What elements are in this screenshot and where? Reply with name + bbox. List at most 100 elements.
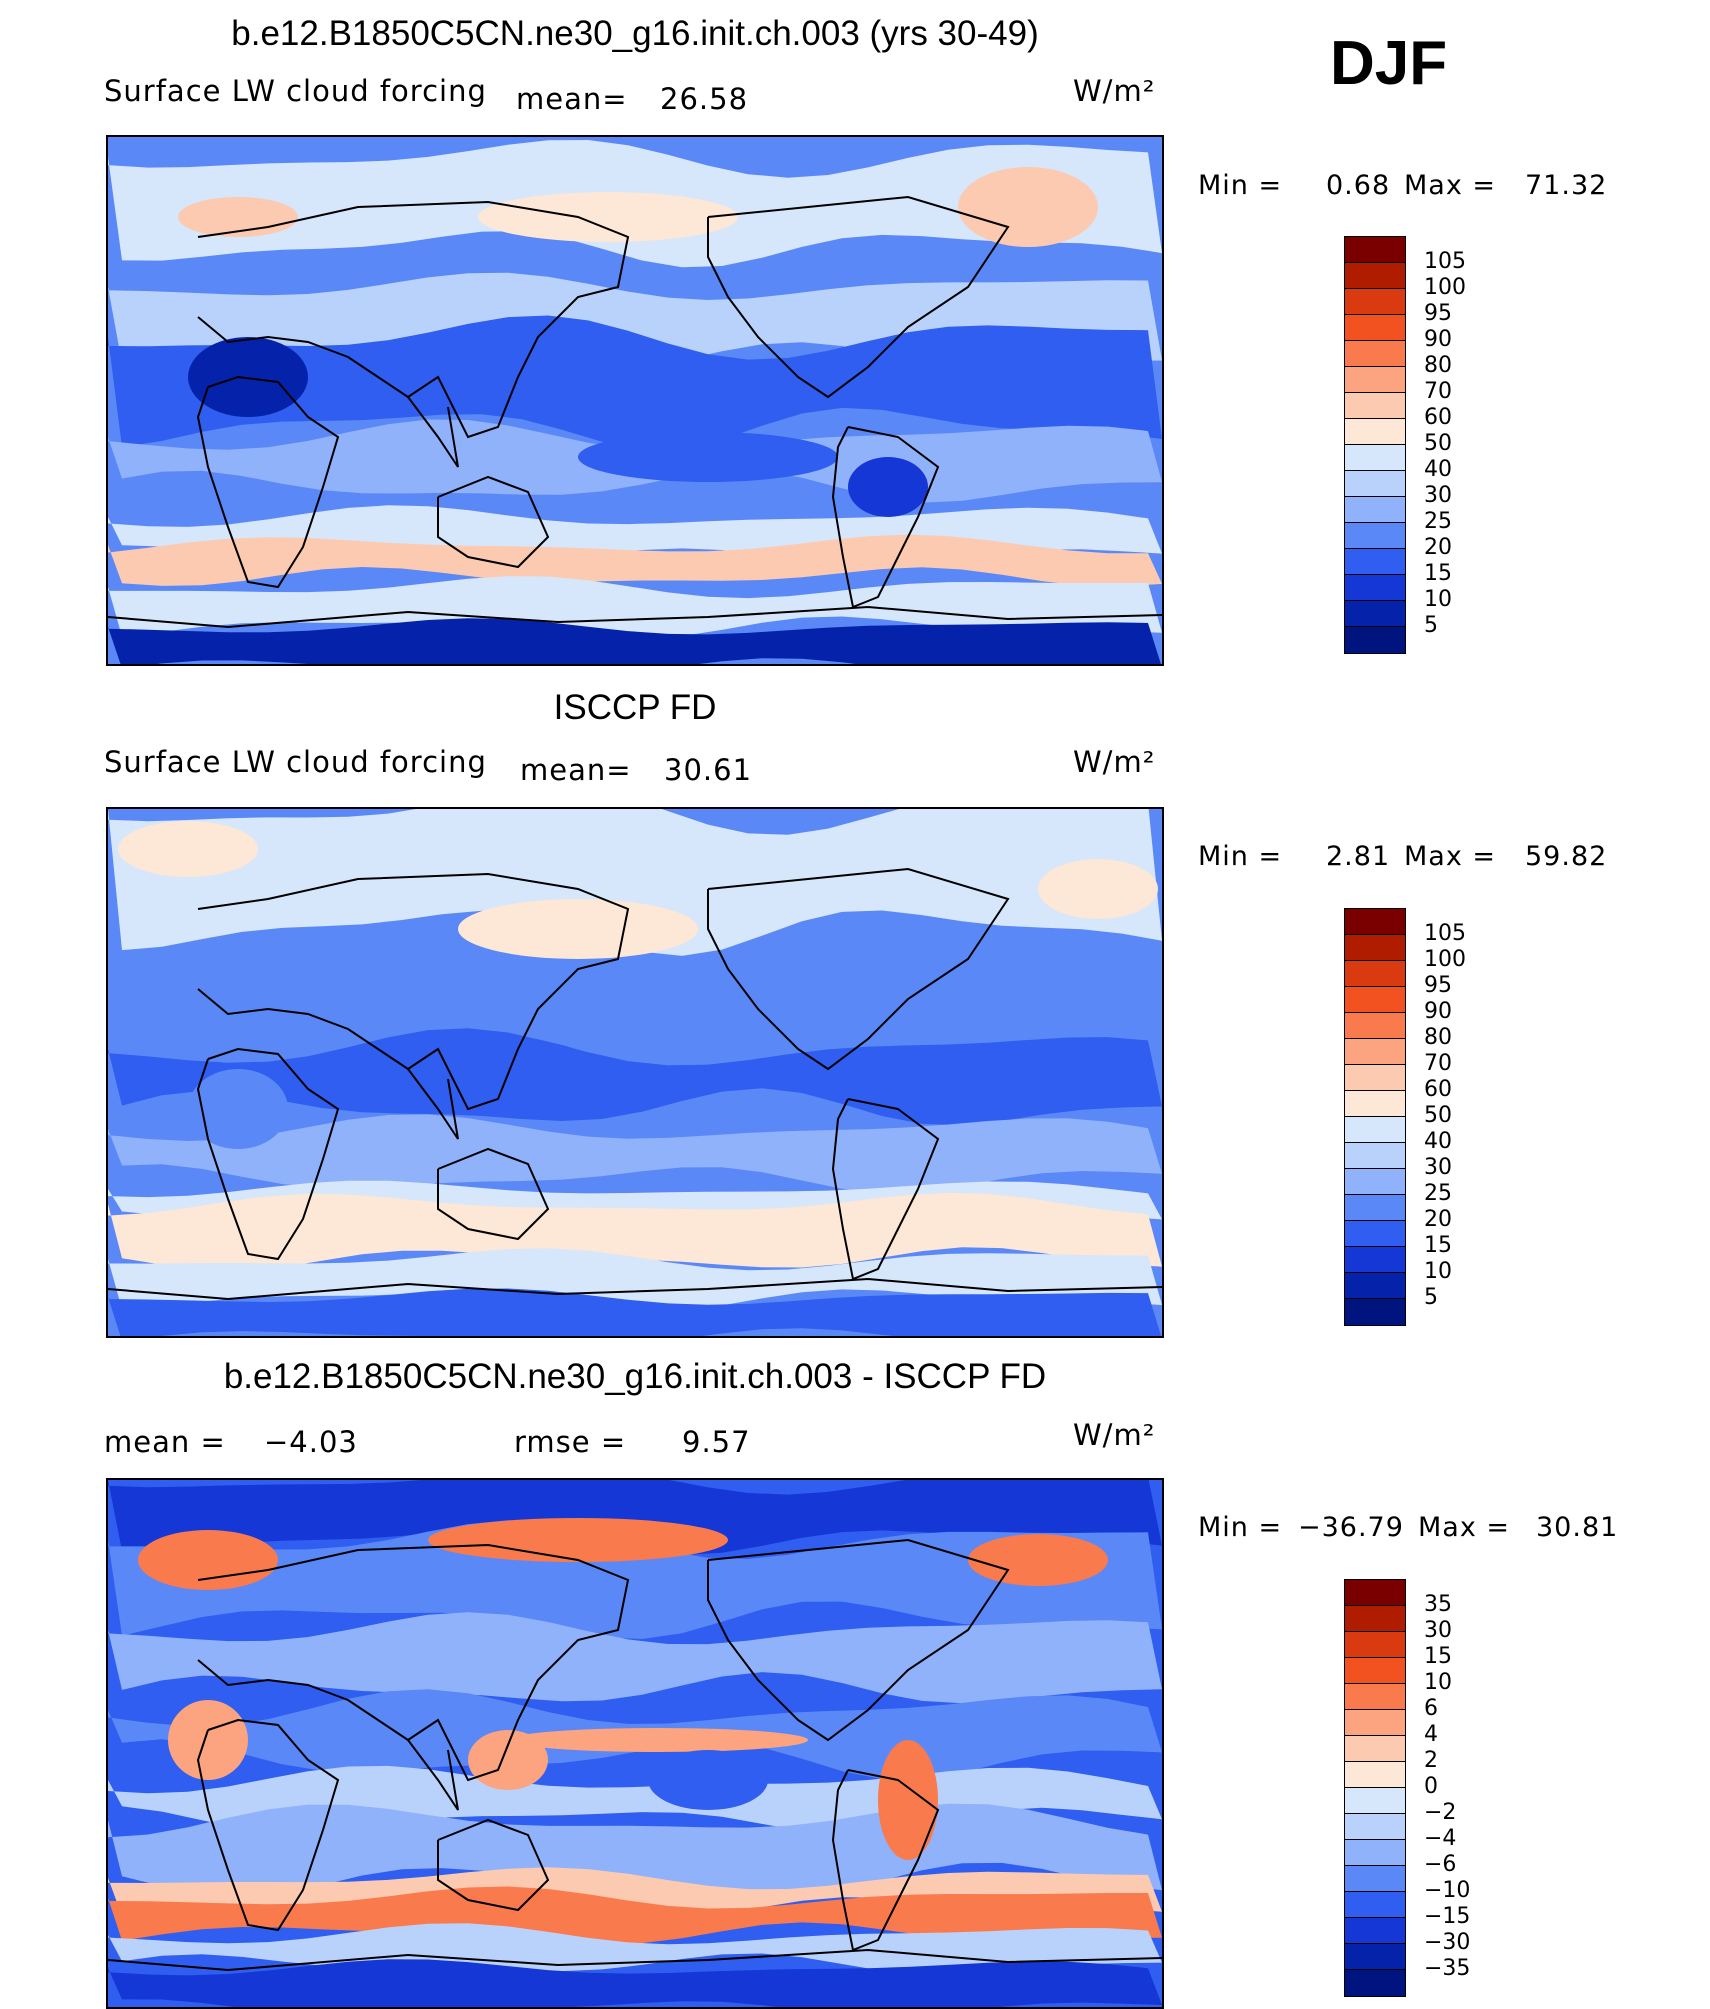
colorbar-swatch xyxy=(1345,1632,1405,1658)
colorbar-label: 20 xyxy=(1424,535,1452,560)
contour-region xyxy=(848,457,928,517)
contour-band xyxy=(108,1867,1162,1918)
colorbar-label: 0 xyxy=(1424,1774,1438,1799)
colorbar-swatch xyxy=(1345,627,1405,653)
colorbar-swatch xyxy=(1345,1918,1405,1944)
contour-region xyxy=(118,821,258,877)
colorbar-label: 30 xyxy=(1424,1618,1452,1643)
coastline xyxy=(197,1543,630,1782)
coastline xyxy=(831,426,940,609)
colorbar-swatch xyxy=(1345,575,1405,601)
coastline xyxy=(707,195,1010,399)
colorbar-swatch xyxy=(1345,289,1405,315)
colorbar-swatch xyxy=(1345,1169,1405,1195)
colorbar-swatch xyxy=(1345,1944,1405,1970)
colorbar-label: −30 xyxy=(1424,1930,1471,1955)
contour-band xyxy=(108,1028,1162,1126)
colorbar-swatch xyxy=(1345,1039,1405,1065)
colorbar-label: 95 xyxy=(1424,301,1452,326)
colorbar-swatch xyxy=(1345,1684,1405,1710)
colorbar-swatch xyxy=(1345,961,1405,987)
coastline xyxy=(407,1739,459,1811)
colorbar-swatch xyxy=(1345,497,1405,523)
colorbar-label: 25 xyxy=(1424,1181,1452,1206)
panel2-min-label: Min = xyxy=(1198,841,1283,872)
contour-region xyxy=(968,1534,1108,1586)
colorbar-swatch xyxy=(1345,549,1405,575)
colorbar-swatch xyxy=(1345,445,1405,471)
contour-region xyxy=(958,167,1098,247)
coastline xyxy=(108,605,1162,629)
colorbar-swatch xyxy=(1345,315,1405,341)
panel3-rmse-label: rmse = xyxy=(514,1425,627,1459)
contour-region xyxy=(428,1518,728,1562)
contour-band xyxy=(108,1959,1162,2007)
colorbar-swatch xyxy=(1345,1840,1405,1866)
colorbar-label: 105 xyxy=(1424,921,1466,946)
colorbar-label: 20 xyxy=(1424,1207,1452,1232)
contour-band xyxy=(108,1480,1162,1555)
contour-band xyxy=(108,809,1162,956)
panel2-max-label: Max = xyxy=(1404,841,1497,872)
panel1-map xyxy=(106,135,1164,666)
contour-region xyxy=(648,1750,768,1810)
coastline xyxy=(196,1047,340,1261)
colorbar-label: 40 xyxy=(1424,1129,1452,1154)
colorbar-swatch xyxy=(1345,393,1405,419)
contour-band xyxy=(108,618,1161,664)
panel1-min-value: 0.68 xyxy=(1326,170,1391,201)
colorbar-swatch xyxy=(1345,1247,1405,1273)
coastline xyxy=(407,1068,459,1140)
colorbar-swatch xyxy=(1345,367,1405,393)
panel3-mean-value: −4.03 xyxy=(264,1425,358,1459)
coastline xyxy=(108,1948,1162,1972)
colorbar-swatch xyxy=(1345,987,1405,1013)
colorbar-swatch xyxy=(1345,1892,1405,1918)
panel3-min-value: −36.79 xyxy=(1298,1512,1404,1543)
colorbar-label: 95 xyxy=(1424,973,1452,998)
colorbar-swatch xyxy=(1345,1580,1405,1606)
colorbar-label: 10 xyxy=(1424,1259,1452,1284)
colorbar-swatch xyxy=(1345,1762,1405,1788)
colorbar-label: −2 xyxy=(1424,1800,1457,1825)
contour-region xyxy=(138,1530,278,1590)
coastline xyxy=(197,200,630,439)
coastline xyxy=(108,1277,1162,1301)
panel2-mean-value: 30.61 xyxy=(664,753,753,787)
coastline xyxy=(196,1718,340,1932)
colorbar-label: 50 xyxy=(1424,1103,1452,1128)
colorbar-label: 60 xyxy=(1424,1077,1452,1102)
colorbar-label: 30 xyxy=(1424,1155,1452,1180)
colorbar-label: 90 xyxy=(1424,999,1452,1024)
panel3-max-value: 30.81 xyxy=(1536,1512,1619,1543)
colorbar-swatch xyxy=(1345,1866,1405,1892)
panel2-units: W/m² xyxy=(1073,745,1156,779)
colorbar-swatch xyxy=(1345,1970,1405,1996)
colorbar-swatch xyxy=(1345,1736,1405,1762)
contour-band xyxy=(108,315,1162,450)
colorbar-label: 10 xyxy=(1424,1670,1452,1695)
colorbar-swatch xyxy=(1345,1143,1405,1169)
colorbar-swatch xyxy=(1345,1117,1405,1143)
colorbar-label: 2 xyxy=(1424,1748,1438,1773)
colorbar-swatch xyxy=(1345,523,1405,549)
colorbar-swatch xyxy=(1345,1710,1405,1736)
colorbar-swatch xyxy=(1345,1091,1405,1117)
season-label: DJF xyxy=(1330,29,1448,98)
coastline xyxy=(707,1538,1010,1742)
contour-region xyxy=(168,1700,248,1780)
panel3-units: W/m² xyxy=(1073,1418,1156,1452)
panel1-max-label: Max = xyxy=(1404,170,1497,201)
panel3-title: b.e12.B1850C5CN.ne30_g16.init.ch.003 - I… xyxy=(223,1357,1047,1396)
panel1-mean-label: mean= xyxy=(516,82,628,116)
panel2-mean-label: mean= xyxy=(520,753,632,787)
colorbar-swatch xyxy=(1345,341,1405,367)
panel1-max-value: 71.32 xyxy=(1525,170,1608,201)
colorbar-swatch xyxy=(1345,419,1405,445)
colorbar-swatch xyxy=(1345,1788,1405,1814)
contour-region xyxy=(188,337,308,417)
colorbar-label: −6 xyxy=(1424,1852,1457,1877)
colorbar-label: 15 xyxy=(1424,561,1452,586)
panel3-colorbar xyxy=(1344,1579,1406,1997)
coastline xyxy=(407,396,459,468)
